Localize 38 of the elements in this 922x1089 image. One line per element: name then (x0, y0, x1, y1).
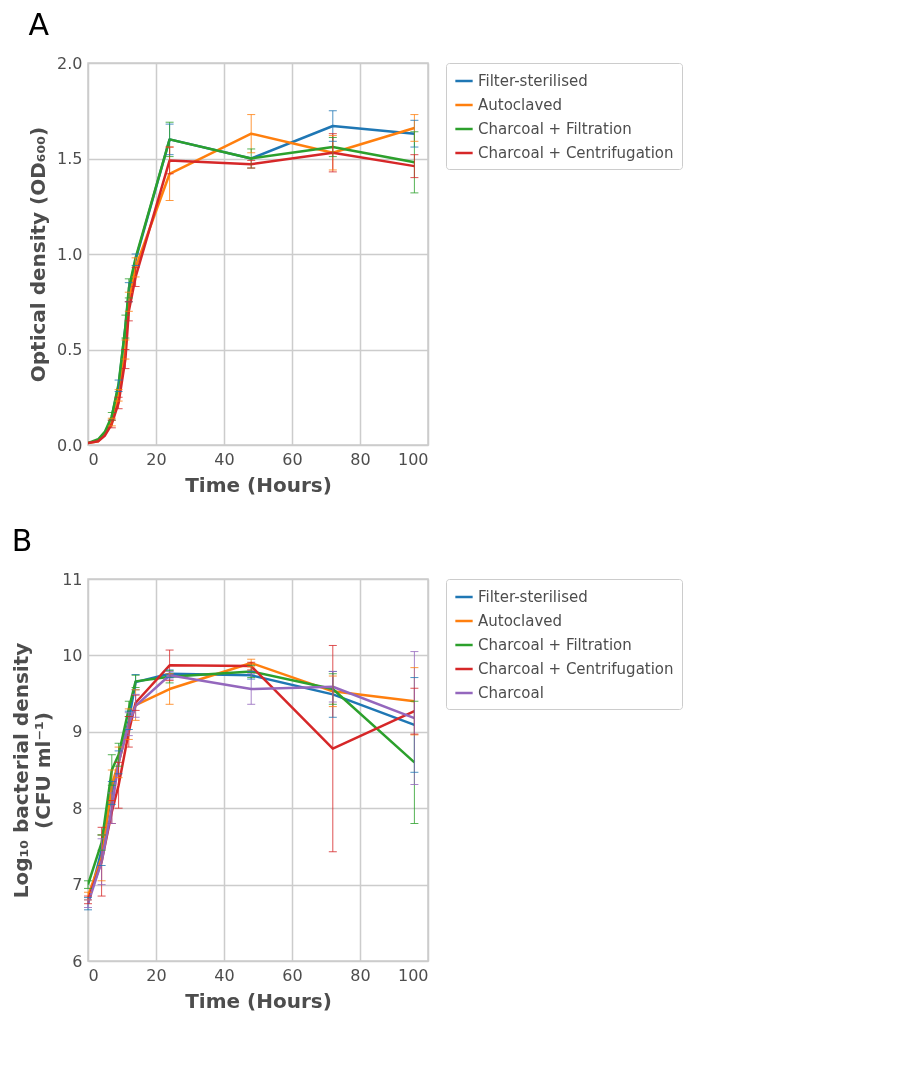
legend-label: Charcoal (478, 684, 544, 702)
x-axis-title: Time (Hours) (185, 472, 332, 497)
legend-label: Charcoal + Filtration (478, 120, 632, 138)
legend-label: Filter-sterilised (478, 72, 588, 90)
y-tick-label: 1.0 (57, 244, 83, 264)
y-tick-label: 8 (72, 798, 83, 818)
x-tick-label: 40 (214, 449, 235, 469)
legend-label: Filter-sterilised (478, 588, 588, 606)
x-tick-label: 20 (146, 449, 167, 469)
y-axis-title: Optical density (OD₆₀₀) (26, 126, 51, 383)
y-tick-label: 1.5 (57, 149, 83, 168)
x-tick-label: 20 (146, 965, 167, 985)
x-tick-label: 100 (397, 965, 429, 985)
y-tick-label: 9 (72, 722, 83, 742)
y-tick-label: 11 (62, 569, 83, 589)
y-tick-label: 0.5 (57, 340, 83, 359)
y-tick-label: 7 (72, 875, 83, 895)
legend-label: Charcoal + Filtration (478, 636, 632, 654)
x-tick-label: 100 (397, 449, 429, 469)
x-tick-label: 0 (88, 965, 99, 985)
x-axis-title: Time (Hours) (185, 988, 332, 1013)
y-tick-label: 0.0 (57, 435, 83, 455)
x-tick-label: 60 (282, 965, 303, 985)
chart-title: B (11, 523, 33, 558)
x-tick-label: 60 (282, 449, 303, 469)
y-tick-label: 2.0 (57, 53, 83, 73)
y-axis-title: Log₁₀ bacterial density (CFU ml⁻¹) (9, 642, 56, 899)
x-tick-label: 80 (350, 449, 371, 469)
y-tick-label: 6 (72, 951, 83, 971)
legend-label: Autoclaved (478, 612, 563, 630)
x-tick-label: 40 (214, 965, 235, 985)
legend-label: Charcoal + Centrifugation (478, 660, 674, 678)
y-tick-label: 10 (62, 645, 83, 665)
x-tick-label: 0 (88, 449, 99, 469)
legend-label: Autoclaved (478, 96, 563, 114)
x-tick-label: 80 (350, 965, 371, 985)
legend-label: Charcoal + Centrifugation (478, 144, 674, 162)
chart-title: A (28, 7, 50, 42)
